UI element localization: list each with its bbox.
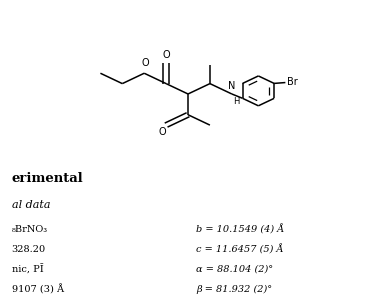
Text: erimental: erimental	[12, 172, 83, 185]
Text: Br: Br	[288, 77, 298, 87]
Text: al data: al data	[12, 200, 50, 210]
Text: H: H	[233, 97, 239, 106]
Text: O: O	[162, 50, 170, 60]
Text: c = 11.6457 (5) Å: c = 11.6457 (5) Å	[196, 244, 283, 254]
Text: O: O	[158, 127, 166, 137]
Text: α = 88.104 (2)°: α = 88.104 (2)°	[196, 265, 273, 274]
Text: N: N	[228, 81, 235, 91]
Text: nic, PĪ: nic, PĪ	[12, 264, 43, 275]
Text: 328.20: 328.20	[12, 245, 46, 254]
Text: b = 10.1549 (4) Å: b = 10.1549 (4) Å	[196, 224, 284, 234]
Text: ₈BrNO₃: ₈BrNO₃	[12, 225, 48, 234]
Text: β = 81.932 (2)°: β = 81.932 (2)°	[196, 285, 272, 294]
Text: 9107 (3) Å: 9107 (3) Å	[12, 285, 64, 294]
Text: O: O	[141, 58, 149, 68]
